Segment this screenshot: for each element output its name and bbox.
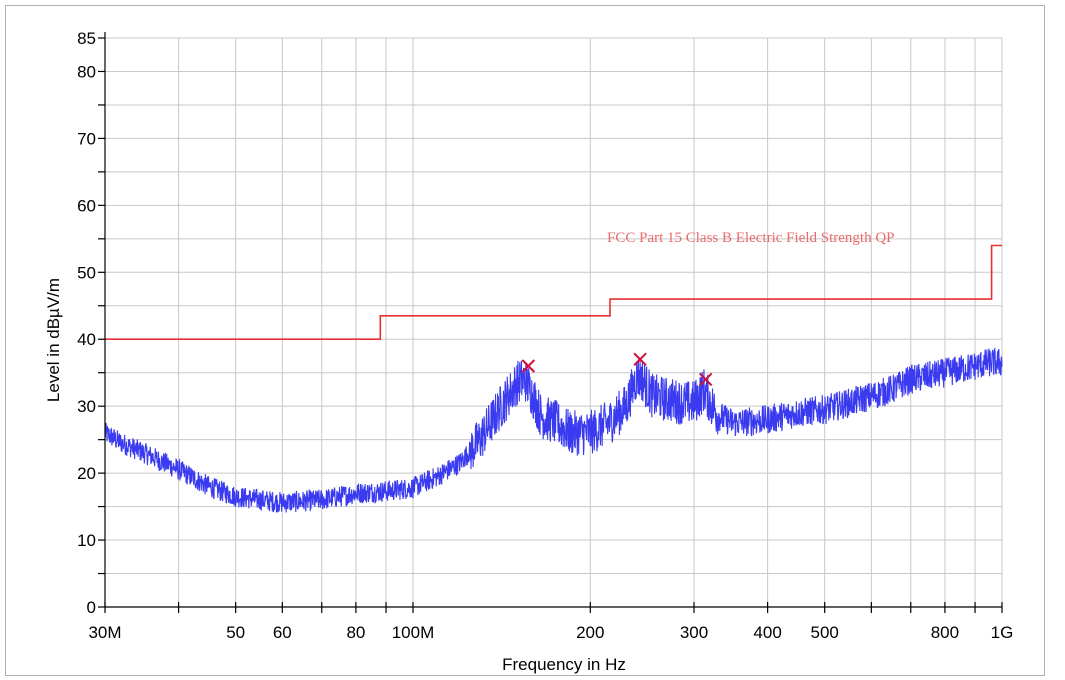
peak-marker [698, 372, 713, 387]
labels: 0 10 20 30 40 50 60 70 80 85 30M 50 60 80 100M 200 300 40… [77, 29, 1013, 642]
y-tick-label: 70 [77, 129, 96, 148]
x-tick-label: 80 [346, 623, 365, 642]
x-tick-label: 500 [811, 623, 839, 642]
peak-marker-stroke [698, 372, 713, 387]
y-tick-label: 40 [77, 330, 96, 349]
grid [104, 37, 1003, 608]
x-tick-label: 1G [991, 623, 1014, 642]
y-tick-label: 85 [77, 29, 96, 48]
y-tick-label: 60 [77, 196, 96, 215]
x-tick-label: 400 [753, 623, 781, 642]
traces: FCC Part 15 Class B Electric Field Stren… [104, 230, 1003, 513]
y-axis-title: Level in dBµV/m [44, 278, 63, 402]
limit-line-label: FCC Part 15 Class B Electric Field Stren… [607, 230, 895, 246]
axes [98, 32, 1003, 613]
y-tick-label: 80 [77, 62, 96, 81]
measured-spectrum-trace [104, 347, 1003, 513]
peak-marker-stroke [521, 359, 536, 373]
y-tick-label: 10 [77, 531, 96, 550]
y-tick-label: 20 [77, 464, 96, 483]
x-axis-title: Frequency in Hz [502, 655, 626, 674]
y-tick-label: 30 [77, 397, 96, 416]
x-tick-label: 100M [392, 623, 435, 642]
x-tick-label: 300 [680, 623, 708, 642]
x-tick-label: 50 [226, 623, 245, 642]
peak-marker [633, 352, 647, 367]
x-tick-label: 60 [273, 623, 292, 642]
x-tick-label: 200 [576, 623, 604, 642]
peak-marker [521, 359, 536, 373]
x-tick-label: 800 [931, 623, 959, 642]
y-tick-label: 0 [87, 598, 96, 617]
peak-marker-stroke [633, 352, 647, 367]
limit-line [105, 244, 1002, 341]
x-tick-label: 30M [88, 623, 121, 642]
y-tick-label: 50 [77, 263, 96, 282]
